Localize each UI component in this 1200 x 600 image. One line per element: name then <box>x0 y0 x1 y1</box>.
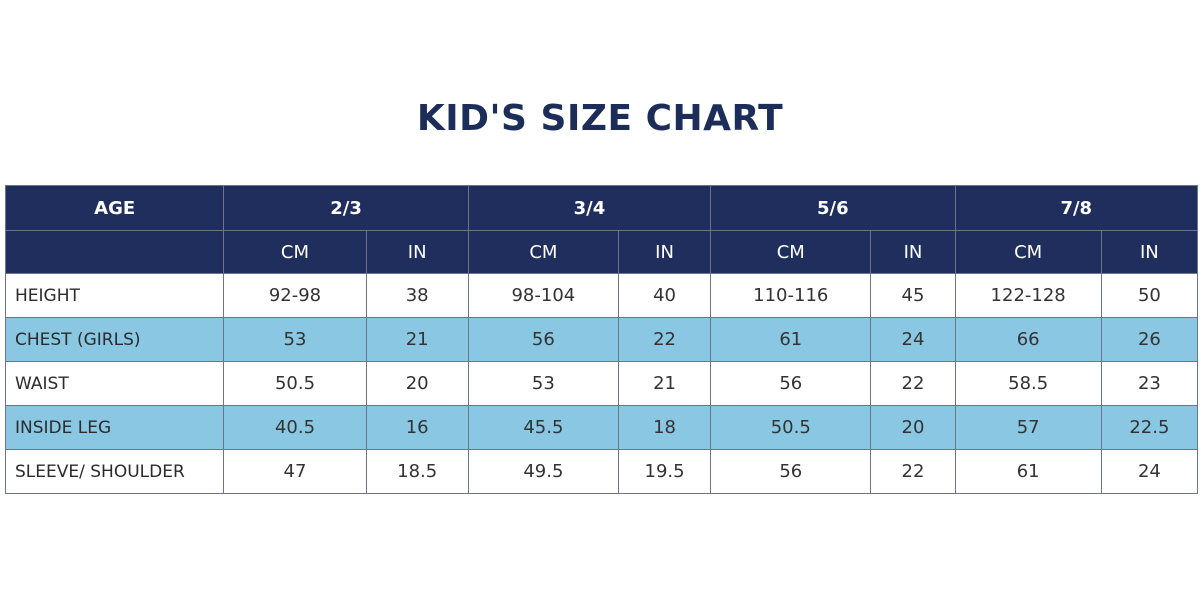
table-cell: 22 <box>617 317 712 362</box>
unit-header-in: IN <box>617 230 712 274</box>
table-cell: 18.5 <box>365 449 469 494</box>
table-cell: 20 <box>365 361 469 406</box>
table-cell: 66 <box>954 317 1102 362</box>
age-group-header: 7/8 <box>954 185 1199 231</box>
table-row-sleeve-shoulder: SLEEVE/ SHOULDER 47 18.5 49.5 19.5 56 22… <box>4 449 1199 494</box>
table-cell: 40.5 <box>223 405 367 450</box>
table-cell: 61 <box>954 449 1102 494</box>
row-label: SLEEVE/ SHOULDER <box>4 449 225 494</box>
table-cell: 122-128 <box>954 273 1102 318</box>
table-row-waist: WAIST 50.5 20 53 21 56 22 58.5 23 <box>4 361 1199 406</box>
table-cell: 20 <box>870 405 956 450</box>
table-row-inside-leg: INSIDE LEG 40.5 16 45.5 18 50.5 20 57 22… <box>4 405 1199 450</box>
table-cell: 24 <box>1100 449 1199 494</box>
unit-header-cm: CM <box>223 230 367 274</box>
table-cell: 58.5 <box>954 361 1102 406</box>
table-cell: 23 <box>1100 361 1199 406</box>
row-label: HEIGHT <box>4 273 225 318</box>
table-cell: 26 <box>1100 317 1199 362</box>
table-cell: 47 <box>223 449 367 494</box>
row-label: WAIST <box>4 361 225 406</box>
table-cell: 21 <box>617 361 712 406</box>
age-header: AGE <box>4 185 225 231</box>
table-cell: 92-98 <box>223 273 367 318</box>
table-cell: 53 <box>223 317 367 362</box>
age-group-header: 3/4 <box>467 185 712 231</box>
unit-header-cm: CM <box>710 230 872 274</box>
table-cell: 53 <box>467 361 620 406</box>
table-cell: 22 <box>870 449 956 494</box>
table-cell: 56 <box>710 361 872 406</box>
table-cell: 50.5 <box>223 361 367 406</box>
table-cell: 24 <box>870 317 956 362</box>
table-row-height: HEIGHT 92-98 38 98-104 40 110-116 45 122… <box>4 273 1199 318</box>
age-header-row: AGE 2/3 3/4 5/6 7/8 <box>4 185 1199 231</box>
table-cell: 22.5 <box>1100 405 1199 450</box>
table-cell: 110-116 <box>710 273 872 318</box>
table-cell: 50.5 <box>710 405 872 450</box>
table-cell: 61 <box>710 317 872 362</box>
table-cell: 57 <box>954 405 1102 450</box>
chart-title: KID'S SIZE CHART <box>416 98 784 139</box>
unit-header-in: IN <box>870 230 956 274</box>
unit-header-row: CM IN CM IN CM IN CM IN <box>4 230 1199 274</box>
row-label: CHEST (GIRLS) <box>4 317 225 362</box>
unit-header-cm: CM <box>954 230 1102 274</box>
table-cell: 22 <box>870 361 956 406</box>
table-cell: 50 <box>1100 273 1199 318</box>
row-label: INSIDE LEG <box>4 405 225 450</box>
table-cell: 45 <box>870 273 956 318</box>
table-cell: 16 <box>365 405 469 450</box>
table-cell: 21 <box>365 317 469 362</box>
table-cell: 19.5 <box>617 449 712 494</box>
size-table: AGE 2/3 3/4 5/6 7/8 CM IN CM IN CM IN CM… <box>4 185 1199 494</box>
table-cell: 45.5 <box>467 405 620 450</box>
table-cell: 49.5 <box>467 449 620 494</box>
unit-header-in: IN <box>1100 230 1199 274</box>
table-row-chest: CHEST (GIRLS) 53 21 56 22 61 24 66 26 <box>4 317 1199 362</box>
table-cell: 18 <box>617 405 712 450</box>
table-cell: 56 <box>710 449 872 494</box>
table-cell: 38 <box>365 273 469 318</box>
unit-header-blank <box>4 230 225 274</box>
table-cell: 40 <box>617 273 712 318</box>
age-group-header: 2/3 <box>223 185 469 231</box>
age-group-header: 5/6 <box>710 185 956 231</box>
table-cell: 56 <box>467 317 620 362</box>
unit-header-in: IN <box>365 230 469 274</box>
unit-header-cm: CM <box>467 230 620 274</box>
table-cell: 98-104 <box>467 273 620 318</box>
